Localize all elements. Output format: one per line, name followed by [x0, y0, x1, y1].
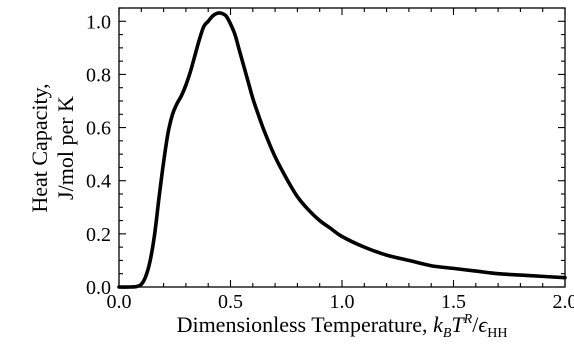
- x-axis-label-T-sup: R: [463, 312, 473, 327]
- series-line-heat-capacity: [119, 13, 565, 287]
- plot-frame: [119, 8, 565, 287]
- y-axis-label-line-1: Heat Capacity,: [27, 83, 52, 212]
- x-axis-label: Dimensionless Temperature, kBTR/ϵHH: [177, 312, 508, 341]
- y-axis-label: Heat Capacity, J/mol per K: [27, 83, 78, 212]
- x-tick-label: 0.5: [218, 291, 243, 313]
- ticks-layer: [119, 8, 565, 287]
- x-tick-label: 2.0: [553, 291, 574, 313]
- x-tick-label: 1.0: [330, 291, 355, 313]
- y-axis-label-line-2: J/mol per K: [53, 96, 78, 200]
- y-tick-label: 0.2: [86, 224, 111, 246]
- x-axis-label-prefix: Dimensionless Temperature,: [177, 312, 434, 337]
- x-axis-label-eps-sub: HH: [487, 326, 507, 341]
- x-tick-label: 1.5: [441, 291, 466, 313]
- y-tick-label: 0.4: [86, 171, 111, 193]
- y-tick-label: 0.8: [86, 64, 111, 86]
- y-tick-label: 0.0: [86, 277, 111, 299]
- y-tick-label: 0.6: [86, 118, 111, 140]
- y-tick-label: 1.0: [86, 11, 111, 33]
